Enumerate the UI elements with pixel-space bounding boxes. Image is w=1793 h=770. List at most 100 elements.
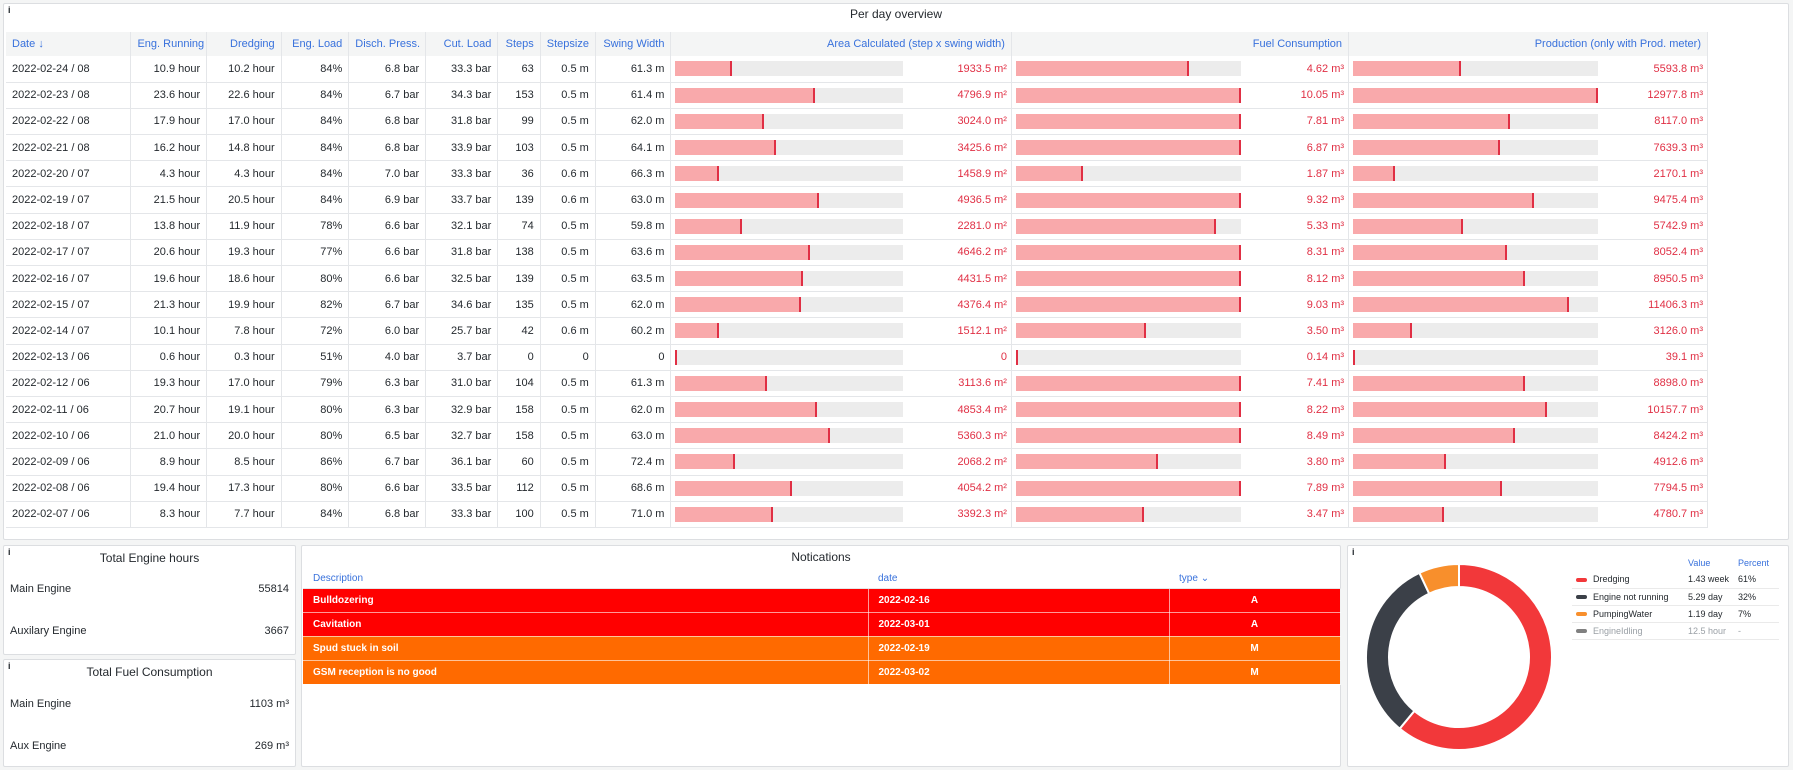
info-icon[interactable]: i (8, 661, 11, 671)
column-header-fuel-consumption[interactable]: Fuel Consumption (1011, 32, 1350, 56)
legend-header-percent[interactable]: Percent (1738, 558, 1770, 568)
column-header-stepsize[interactable]: Stepsize (540, 32, 596, 56)
gauge-fill (675, 140, 776, 156)
column-header-eng-load[interactable]: Eng. Load (281, 32, 350, 56)
legend-header-value[interactable]: Value (1688, 558, 1711, 568)
cell-stepsize: 0 (540, 344, 596, 371)
donut-slice-dredging[interactable] (1398, 562, 1553, 751)
bar-gauge: 1458.9 m² (675, 161, 1007, 186)
gauge-fill (1015, 349, 1019, 365)
gauge-value: 8.31 m³ (1306, 246, 1345, 259)
gauge-track (1015, 454, 1241, 470)
bar-gauge: 2281.0 m² (675, 214, 1007, 239)
info-icon[interactable]: i (1352, 547, 1355, 557)
legend-item[interactable]: Dredging 1.43 week 61% (1572, 571, 1779, 589)
column-header-description[interactable]: Description (303, 570, 868, 589)
gauge-track (1353, 375, 1599, 391)
bar-gauge: 11406.3 m³ (1353, 292, 1703, 317)
notification-row[interactable]: GSM reception is no good 2022-03-02 M (303, 660, 1341, 685)
cell-stepsize: 0.5 m (540, 82, 596, 109)
column-header-disch-press[interactable]: Disch. Press. (348, 32, 427, 56)
gauge-value: 3.50 m³ (1306, 324, 1345, 337)
cell-fuel-gauge: 0.14 m³ (1011, 344, 1350, 371)
column-header-swing-width[interactable]: Swing Width (595, 32, 672, 56)
notification-row[interactable]: Spud stuck in soil 2022-02-19 M (303, 636, 1341, 661)
cell-area-gauge: 4853.4 m² (670, 396, 1012, 424)
cell-dredge: 18.6 hour (206, 265, 282, 293)
column-header-production[interactable]: Production (only with Prod. meter) (1348, 32, 1708, 56)
bar-gauge: 0 (675, 345, 1007, 370)
gauge-fill (1015, 428, 1241, 444)
gauge-fill (1015, 323, 1147, 339)
donut-slice-pumpingwater[interactable] (1418, 562, 1460, 595)
cell-run: 19.4 hour (130, 475, 208, 502)
cell-area-gauge: 4054.2 m² (670, 475, 1012, 502)
gauge-track (1353, 323, 1599, 339)
notification-row[interactable]: Bulldozering 2022-02-16 A (303, 588, 1341, 613)
column-header-steps[interactable]: Steps (497, 32, 541, 56)
cell-load: 84% (281, 501, 350, 528)
bar-gauge: 3.50 m³ (1015, 318, 1345, 343)
gauge-value: 2068.2 m² (957, 455, 1007, 468)
column-header-eng-running[interactable]: Eng. Running (130, 32, 208, 56)
cell-cut: 33.3 bar (425, 56, 499, 83)
info-icon[interactable]: i (8, 5, 11, 15)
cell-prod-gauge: 4912.6 m³ (1348, 448, 1708, 476)
cell-prod-gauge: 8052.4 m³ (1348, 239, 1708, 267)
bar-gauge: 8.22 m³ (1015, 397, 1344, 422)
cell-load: 77% (281, 239, 350, 267)
column-header-date[interactable]: Date ↓ (6, 32, 132, 56)
info-icon[interactable]: i (8, 547, 11, 557)
gauge-fill (1353, 323, 1412, 339)
cell-prod-gauge: 3126.0 m³ (1348, 317, 1708, 345)
donut-slice-engine-not-running[interactable] (1365, 571, 1431, 731)
cell-date: 2022-02-20 / 07 (6, 160, 132, 188)
cell-run: 21.3 hour (130, 291, 208, 319)
total-engine-hours-panel: i Total Engine hours Main Engine 55814 A… (3, 545, 296, 655)
column-header-type[interactable]: type ⌄ (1169, 570, 1340, 589)
bar-gauge: 3126.0 m³ (1353, 318, 1703, 343)
cell-cut: 3.7 bar (425, 344, 499, 371)
gauge-fill (1015, 244, 1241, 260)
cell-type: M (1169, 636, 1341, 661)
column-header-area-calculated[interactable]: Area Calculated (step x swing width) (670, 32, 1012, 56)
stat-value: 55814 (258, 583, 289, 595)
legend-item[interactable]: Engine not running 5.29 day 32% (1572, 588, 1779, 606)
gauge-value: 10.05 m³ (1300, 89, 1345, 102)
gauge-value: 8052.4 m³ (1653, 246, 1703, 259)
cell-run: 19.6 hour (130, 265, 208, 293)
gauge-track (1015, 506, 1241, 522)
gauge-value: 4936.5 m² (957, 194, 1007, 207)
column-header-dredging[interactable]: Dredging (206, 32, 282, 56)
cell-steps: 100 (497, 501, 541, 528)
cell-type: A (1169, 588, 1341, 613)
column-header-date[interactable]: date (868, 570, 1169, 589)
gauge-fill (1353, 113, 1510, 129)
gauge-fill (1353, 454, 1447, 470)
notification-row[interactable]: Cavitation 2022-03-01 A (303, 612, 1341, 637)
column-header-cut-load[interactable]: Cut. Load (425, 32, 499, 56)
gauge-fill (1353, 506, 1444, 522)
cell-cut: 31.0 bar (425, 370, 499, 397)
cell-date: 2022-02-11 / 06 (6, 396, 132, 424)
gauge-value: 1512.1 m² (957, 324, 1007, 337)
cell-disch: 6.8 bar (348, 56, 427, 83)
cell-dredge: 4.3 hour (206, 160, 282, 188)
table-row: 2022-02-08 / 06 19.4 hour 17.3 hour 80% 6.6 … (6, 475, 1708, 502)
cell-swing: 71.0 m (595, 501, 672, 528)
gauge-track (1015, 375, 1241, 391)
cell-swing: 62.0 m (595, 396, 672, 424)
cell-run: 8.9 hour (130, 448, 208, 476)
gauge-value: 4.62 m³ (1306, 62, 1345, 75)
table-row: 2022-02-15 / 07 21.3 hour 19.9 hour 82% 6.7 … (6, 291, 1708, 319)
gauge-track (1353, 428, 1599, 444)
gauge-track (1353, 192, 1599, 208)
cell-cut: 33.5 bar (425, 475, 499, 502)
gauge-fill (675, 192, 820, 208)
gauge-fill (1015, 166, 1084, 182)
header-label: Fuel Consumption (1252, 38, 1343, 50)
cell-area-gauge: 2068.2 m² (670, 448, 1012, 476)
legend-item[interactable]: PumpingWater 1.19 day 7% (1572, 605, 1779, 623)
cell-swing: 62.0 m (595, 108, 672, 136)
legend-item[interactable]: EngineIdling 12.5 hour - (1572, 622, 1779, 640)
